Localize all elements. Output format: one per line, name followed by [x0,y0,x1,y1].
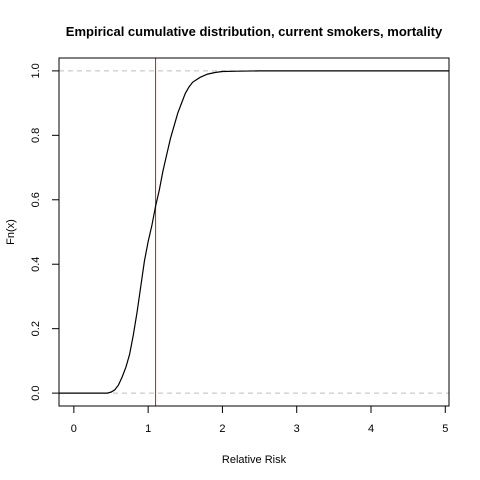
y-axis: 0.0 0.2 0.4 0.6 0.8 1.0 [30,63,60,401]
x-tick-label: 2 [219,423,225,435]
x-tick-label: 4 [368,423,374,435]
x-axis: 0 1 2 3 4 5 [71,405,448,435]
x-tick-label: 1 [145,423,151,435]
x-tick-label: 0 [71,423,77,435]
y-tick-label: 0.8 [30,128,42,143]
x-tick-label: 5 [442,423,448,435]
y-tick-label: 1.0 [30,63,42,78]
ecdf-series-line-0 [59,70,449,394]
y-axis-label: Fn(x) [5,219,17,245]
x-axis-label: Relative Risk [222,454,287,466]
x-tick-label: 3 [294,423,300,435]
plot-frame [58,57,450,407]
plot-area [59,58,449,406]
chart-title: Empirical cumulative distribution, curre… [66,24,443,39]
y-tick-label: 0.2 [30,321,42,336]
y-tick-label: 0.0 [30,385,42,400]
y-tick-label: 0.6 [30,192,42,207]
y-tick-label: 0.4 [30,257,42,272]
